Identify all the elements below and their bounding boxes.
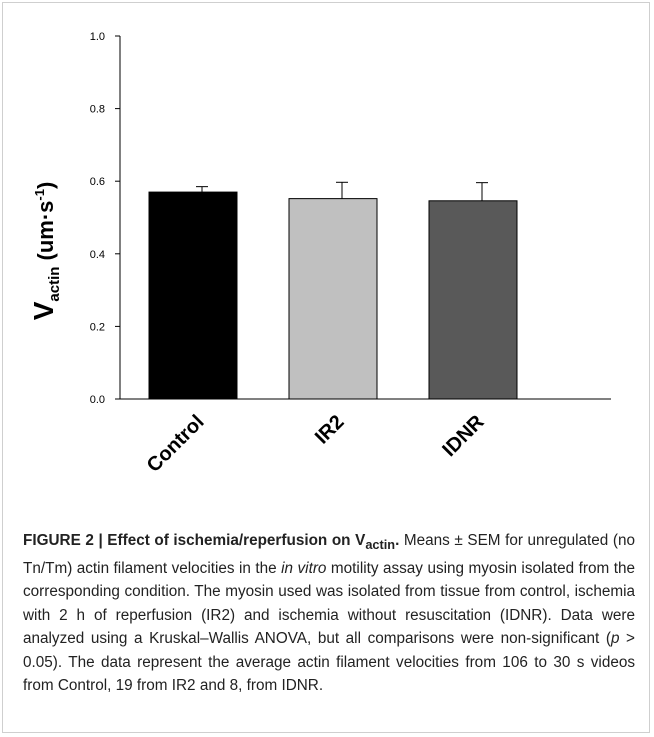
caption-p-variable: p bbox=[610, 630, 620, 648]
y-tick-label: 0.2 bbox=[90, 321, 105, 333]
bar-control bbox=[148, 191, 238, 400]
bar-ir2 bbox=[288, 198, 378, 400]
bar-idnr bbox=[428, 200, 518, 400]
caption-text-1: Means ± SEM for unregulated (no Tn/Tm) a… bbox=[23, 532, 636, 577]
y-tick-label: 0.0 bbox=[90, 394, 105, 406]
caption-text-3: > 0.05). The data represent the average … bbox=[23, 630, 635, 695]
x-tick-label-control: Control bbox=[143, 411, 209, 477]
x-tick-label-idnr: IDNR bbox=[438, 411, 489, 462]
y-axis-label: Vactin (um·s-1) bbox=[28, 182, 63, 321]
bars bbox=[148, 181, 518, 400]
y-tick-label: 0.4 bbox=[90, 249, 105, 261]
bar-chart: 0.0 0.2 0.4 0.6 0.8 1.0 Control IR2 IDNR Vactin… bbox=[28, 31, 611, 477]
x-axis-labels: Control IR2 IDNR bbox=[143, 411, 489, 477]
y-tick-label: 0.8 bbox=[90, 104, 105, 116]
figure-caption: FIGURE 2 | Effect of ischemia/reperfusio… bbox=[23, 529, 635, 698]
caption-title: FIGURE 2 | Effect of ischemia/reperfusio… bbox=[23, 532, 400, 553]
y-tick-label: 0.6 bbox=[90, 176, 105, 188]
y-tick-label: 1.0 bbox=[90, 31, 105, 43]
caption-text-2: motility assay using myosin isolated fro… bbox=[23, 559, 635, 648]
caption-emphasis: in vitro bbox=[281, 559, 327, 577]
x-tick-label-ir2: IR2 bbox=[311, 411, 349, 449]
